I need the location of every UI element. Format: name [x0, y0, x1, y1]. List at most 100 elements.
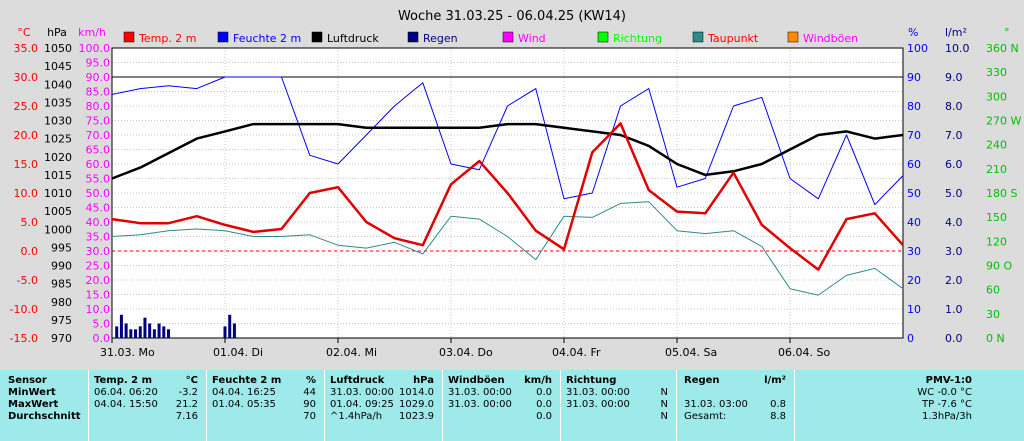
- direction-tick-label: 90 O: [986, 260, 1012, 273]
- wind-tick-label: 10.0: [86, 303, 111, 316]
- stats-header-humidity: Feuchte 2 m: [212, 375, 282, 386]
- x-tick-label: 06.04. So: [778, 346, 830, 359]
- temp-tick-label: 0.0: [21, 245, 39, 258]
- rain-tick-label: 7.0: [945, 129, 963, 142]
- temp-tick-label: -5.0: [17, 274, 38, 287]
- pressure-axis-unit: hPa: [47, 26, 67, 39]
- rain-tick-label: 2.0: [945, 274, 963, 287]
- wind-tick-label: 90.0: [86, 71, 111, 84]
- stats-cell: 31.03. 03:00: [684, 399, 748, 410]
- stats-cell: TP -7.6 °C: [922, 399, 972, 410]
- stats-cell: 44: [303, 387, 316, 398]
- humidity-tick-label: 0: [907, 332, 914, 345]
- axes: 35.030.025.020.015.010.05.00.0-5.0-10.0-…: [10, 26, 1022, 359]
- legend-label: Feuchte 2 m: [233, 32, 301, 45]
- legend-label: Regen: [423, 32, 458, 45]
- stats-col-rain: Regen l/m² 31.03. 03:00 0.8 Gesamt: 8.8: [684, 375, 788, 423]
- legend-swatch: [787, 31, 799, 43]
- direction-tick-label: 120: [986, 235, 1007, 248]
- legend-label: Taupunkt: [707, 32, 759, 45]
- temp-tick-label: 10.0: [14, 187, 39, 200]
- stats-cell: 8.8: [770, 411, 786, 422]
- temp-tick-label: 15.0: [14, 158, 39, 171]
- rain-bar: [143, 317, 147, 338]
- humidity-tick-label: 60: [907, 158, 921, 171]
- rain-tick-label: 9.0: [945, 71, 963, 84]
- rain-bar: [124, 323, 128, 338]
- temp-tick-label: -10.0: [10, 303, 38, 316]
- legend: Temp. 2 m Feuchte 2 m Luftdruck Regen Wind Ri…: [123, 31, 858, 45]
- legend-label: Richtung: [613, 32, 662, 45]
- stats-col-pressure: Luftdruck hPa 31.03. 00:00 1014.0 01.04. 0…: [330, 375, 436, 423]
- x-tick-label: 05.04. Sa: [665, 346, 717, 359]
- stats-cell: 70: [303, 411, 316, 422]
- series: [111, 76, 904, 338]
- pressure-tick-label: 1020: [44, 151, 72, 164]
- stats-row-label: MaxWert: [8, 399, 59, 410]
- pressure-tick-label: 990: [51, 260, 72, 273]
- pressure-tick-label: 985: [51, 278, 72, 291]
- rain-tick-label: 6.0: [945, 158, 963, 171]
- direction-axis-unit: °: [1004, 26, 1010, 39]
- stats-header-rain: Regen: [684, 375, 720, 386]
- stats-cell: 31.03. 00:00: [448, 399, 512, 410]
- rain-bar: [232, 323, 236, 338]
- stats-col-pmv: PMV-1:0 WC -0.0 °C TP -7.6 °C 1.3hPa/3h: [800, 375, 972, 423]
- legend-swatch: [311, 31, 323, 43]
- direction-tick-label: 330: [986, 66, 1007, 79]
- rain-bar: [162, 326, 166, 338]
- rain-tick-label: 4.0: [945, 216, 963, 229]
- rain-bar: [134, 329, 138, 338]
- x-tick-label: 02.04. Mi: [326, 346, 377, 359]
- temp-tick-label: 35.0: [14, 42, 39, 55]
- plot-frame: [111, 47, 904, 339]
- stats-col-humidity: Feuchte 2 m% 04.04. 16:25 44 01.04. 05:35…: [212, 375, 318, 423]
- stats-cell: Gesamt:: [684, 411, 727, 422]
- stats-header-pressure: Luftdruck: [330, 375, 385, 386]
- direction-tick-label: 60: [986, 284, 1000, 297]
- rain-bar: [167, 329, 170, 338]
- rain-tick-label: 5.0: [945, 187, 963, 200]
- pressure-tick-label: 975: [51, 314, 72, 327]
- pressure-tick-label: 980: [51, 296, 72, 309]
- stats-col-temp: Temp. 2 m °C 06.04. 06:20 -3.2 04.04. 15:5…: [94, 375, 200, 423]
- rain-tick-label: 0.0: [945, 332, 963, 345]
- stats-row-label: Durchschnitt: [8, 411, 81, 422]
- rain-bar: [152, 329, 156, 338]
- wind-tick-label: 75.0: [86, 115, 111, 128]
- x-tick-label: 31.03. Mo: [100, 346, 155, 359]
- stats-cell: 01.04. 05:35: [212, 399, 276, 410]
- direction-tick-label: 180 S: [986, 187, 1017, 200]
- rain-tick-label: 1.0: [945, 303, 963, 316]
- wind-axis-unit: km/h: [78, 26, 106, 39]
- humidity-axis-unit: %: [908, 26, 918, 39]
- wind-tick-label: 35.0: [86, 231, 111, 244]
- stats-cell: 1.3hPa/3h: [921, 411, 972, 422]
- humidity-tick-label: 80: [907, 100, 921, 113]
- pressure-tick-label: 1015: [44, 169, 72, 182]
- stats-col-gusts: Windböen km/h 31.03. 00:00 0.0 31.03. 00:0…: [448, 375, 554, 423]
- temp-tick-label: 20.0: [14, 129, 39, 142]
- pressure-tick-label: 1040: [44, 78, 72, 91]
- rain-tick-label: 8.0: [945, 100, 963, 113]
- series-line-taupunkt: [111, 201, 904, 296]
- wind-tick-label: 45.0: [86, 202, 111, 215]
- stats-header-pressure-unit: hPa: [413, 375, 434, 386]
- pressure-tick-label: 1045: [44, 60, 72, 73]
- temp-tick-label: 30.0: [14, 71, 39, 84]
- chart-title: Woche 31.03.25 - 06.04.25 (KW14): [398, 9, 626, 24]
- wind-tick-label: 20.0: [86, 274, 111, 287]
- wind-tick-label: 70.0: [86, 129, 111, 142]
- stats-cell: N: [660, 399, 668, 410]
- humidity-tick-label: 90: [907, 71, 921, 84]
- stats-cell: 1029.0: [399, 399, 434, 410]
- stats-header-humidity-unit: %: [305, 375, 316, 386]
- temp-tick-label: -15.0: [10, 332, 38, 345]
- legend-swatch: [407, 31, 419, 43]
- stats-cell: 7.16: [175, 411, 198, 422]
- legend-swatch: [502, 31, 514, 43]
- stats-cell: 31.03. 00:00: [566, 387, 630, 398]
- rain-bar: [148, 323, 152, 338]
- rain-bar: [129, 329, 133, 338]
- stats-cell: 06.04. 06:20: [94, 387, 158, 398]
